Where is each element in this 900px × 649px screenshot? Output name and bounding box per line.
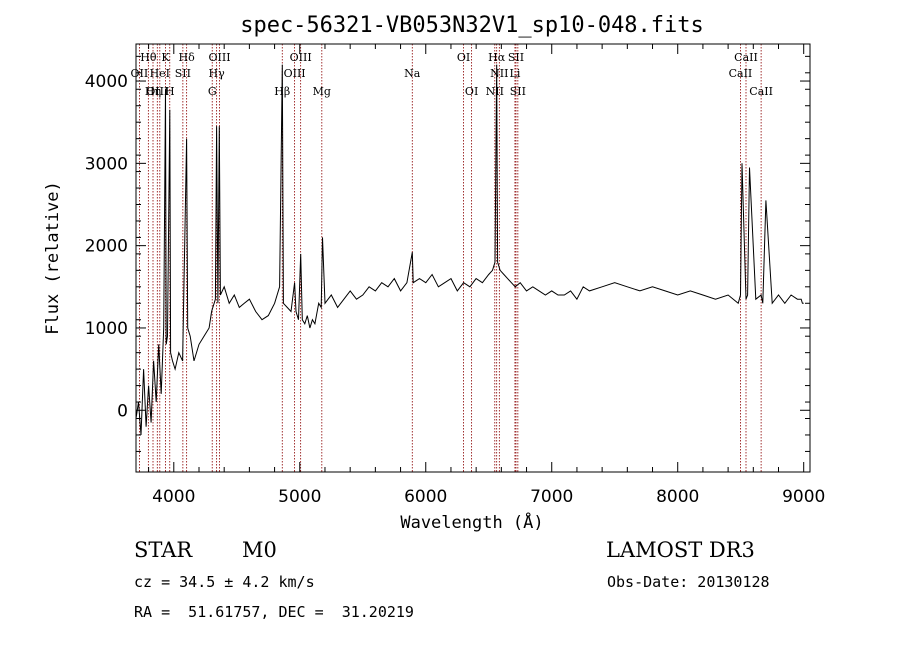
observation-date: Obs-Date: 20130128 [607, 573, 770, 591]
spectral-line-label: Hδ [179, 51, 196, 64]
x-tick-label: 8000 [656, 487, 699, 507]
spectral-line-label: OIII [284, 67, 306, 80]
spectral-line-label: Na [404, 67, 421, 80]
x-tick-label: 6000 [404, 487, 447, 507]
x-tick-label: 9000 [782, 487, 825, 507]
spectral-line-label: OI [457, 51, 470, 64]
spectral-line-label: OIII [146, 85, 168, 98]
spectral-line-label: CaII [749, 85, 773, 98]
spectral-line-label: CaII [729, 67, 753, 80]
spectral-line-label: Hγ [209, 67, 226, 80]
plot-frame [135, 43, 811, 473]
spectral-line-label: Hα [488, 51, 506, 64]
spectral-line-label: OIII [208, 51, 230, 64]
spectral-line-label: K [161, 51, 170, 64]
chart-title: spec-56321-VB053N32V1_sp10-048.fits [240, 13, 704, 38]
spectral-line-label: SII [175, 67, 191, 80]
object-subclass: M0 [242, 538, 277, 562]
spectrum-series-line [135, 64, 804, 436]
redshift-velocity: cz = 34.5 ± 4.2 km/s [134, 573, 315, 591]
y-tick-label: 1000 [85, 319, 128, 339]
sky-coordinates: RA = 51.61757, DEC = 31.20219 [134, 603, 414, 621]
spectral-line-label: OIII [290, 51, 312, 64]
survey-name: LAMOST DR3 [606, 538, 755, 562]
spectral-line-label: SII [510, 85, 526, 98]
spectral-line-label: Hθ [140, 51, 157, 64]
x-tick-label: 4000 [152, 487, 195, 507]
spectral-line-label: Hη [145, 85, 161, 98]
spectral-line-markers [139, 44, 762, 472]
spectral-line-label: NII [486, 85, 504, 98]
object-class: STAR [134, 538, 193, 562]
axis-ticks: 4000 5000 6000 7000 8000 9000 0 1000 2000 3000 400… [85, 44, 825, 507]
spectral-line-label: OII [131, 67, 149, 80]
spectral-line-label: OI [465, 85, 478, 98]
y-axis-label: Flux (relative) [43, 181, 63, 335]
y-tick-label: 0 [117, 401, 128, 421]
spectral-line-label: NII [490, 67, 508, 80]
x-axis-label: Wavelength (Å) [400, 511, 543, 533]
y-tick-label: 3000 [85, 154, 128, 174]
spectral-line-label: Li [510, 67, 521, 80]
x-tick-label: 5000 [278, 487, 321, 507]
x-tick-label: 7000 [530, 487, 573, 507]
spectral-line-label: G [208, 85, 217, 98]
y-tick-label: 4000 [85, 72, 128, 92]
spectral-line-label: HeI [150, 67, 170, 80]
spectral-line-label: H [165, 85, 175, 98]
spectral-line-label: Mg [313, 85, 331, 98]
spectral-line-label: CaII [734, 51, 758, 64]
spectral-line-label: SII [508, 51, 524, 64]
y-tick-label: 2000 [85, 237, 128, 257]
